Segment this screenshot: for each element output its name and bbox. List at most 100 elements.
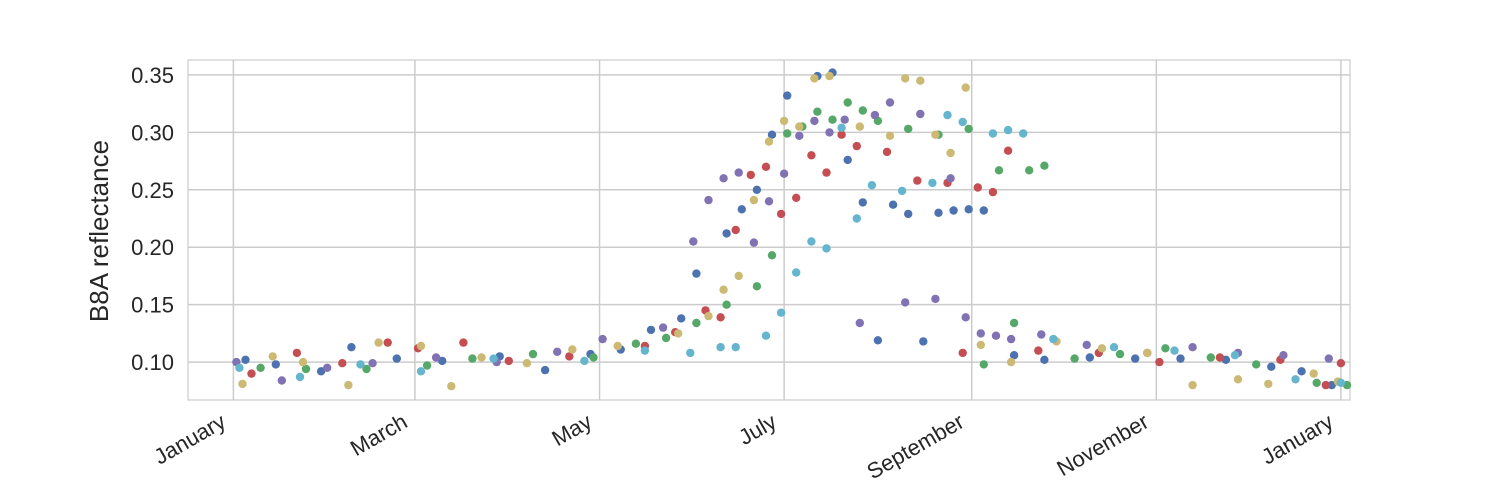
- data-point: [722, 229, 731, 238]
- data-point: [764, 197, 774, 206]
- data-point: [776, 209, 786, 219]
- data-point: [825, 128, 834, 137]
- data-point: [1324, 354, 1334, 363]
- data-point: [459, 338, 468, 347]
- data-point: [1215, 353, 1225, 362]
- data-point: [1082, 340, 1091, 350]
- data-point: [522, 359, 532, 368]
- data-point: [779, 169, 789, 178]
- data-point: [256, 363, 265, 372]
- data-point: [553, 347, 562, 356]
- y-tick-labels: 0.10 0.15 0.20 0.25 0.30 0.35: [131, 63, 174, 375]
- data-point: [1312, 378, 1321, 387]
- data-point: [241, 355, 250, 364]
- y-tick-label: 0.15: [131, 293, 174, 318]
- data-point: [767, 130, 777, 139]
- data-point: [734, 168, 743, 177]
- data-point: [716, 343, 725, 352]
- data-point: [958, 348, 967, 358]
- data-point: [958, 117, 967, 127]
- x-tick-label: March: [346, 409, 411, 461]
- data-point: [344, 380, 353, 390]
- data-point: [901, 74, 910, 83]
- data-point: [961, 313, 970, 322]
- data-point: [1176, 354, 1185, 363]
- data-point: [867, 181, 877, 190]
- data-point: [731, 225, 740, 235]
- y-tick-label: 0.25: [131, 178, 174, 203]
- data-point: [1131, 354, 1140, 363]
- grid-lines: [188, 60, 1350, 400]
- data-point: [268, 352, 277, 361]
- data-point: [858, 106, 867, 115]
- data-point: [746, 170, 755, 180]
- data-point: [904, 124, 913, 134]
- data-point: [1279, 351, 1288, 360]
- data-point: [1264, 379, 1273, 389]
- x-tick-label: January: [1257, 409, 1337, 470]
- data-point: [991, 331, 1001, 340]
- data-point: [580, 356, 589, 366]
- data-point: [613, 341, 622, 351]
- data-point: [749, 195, 759, 205]
- data-point: [1034, 346, 1043, 355]
- data-point: [843, 98, 852, 107]
- data-point: [356, 360, 365, 369]
- data-point: [686, 348, 695, 358]
- data-point: [1170, 346, 1179, 355]
- data-point: [843, 155, 852, 165]
- data-point: [438, 356, 447, 366]
- y-axis-title: B8A reflectance: [84, 140, 114, 322]
- data-point: [374, 338, 383, 347]
- data-point: [416, 341, 426, 351]
- data-point: [568, 345, 577, 354]
- data-point: [764, 137, 774, 146]
- data-point: [447, 382, 456, 391]
- data-point: [295, 372, 305, 382]
- data-point: [979, 360, 988, 369]
- data-point: [565, 352, 574, 361]
- data-point: [1009, 351, 1019, 360]
- data-point: [919, 337, 928, 346]
- data-point: [323, 363, 332, 372]
- data-point: [783, 129, 792, 138]
- data-point: [416, 367, 426, 376]
- data-point: [271, 360, 280, 369]
- data-point: [752, 282, 762, 291]
- data-point: [976, 340, 985, 350]
- x-tick-label: July: [734, 409, 780, 450]
- data-point: [1161, 344, 1170, 353]
- data-point: [1070, 354, 1079, 363]
- data-point: [646, 325, 656, 335]
- data-point: [767, 251, 777, 260]
- data-point: [347, 343, 356, 352]
- data-point: [976, 329, 985, 338]
- data-point: [810, 116, 819, 126]
- data-point: [837, 123, 846, 132]
- data-point: [1252, 360, 1261, 369]
- data-point: [1037, 330, 1046, 339]
- data-point: [368, 359, 377, 368]
- data-point: [674, 329, 683, 338]
- data-point: [1006, 334, 1016, 344]
- data-point: [1297, 367, 1306, 376]
- data-point: [888, 200, 898, 209]
- data-point: [795, 131, 804, 140]
- data-point: [1006, 357, 1016, 367]
- data-point: [716, 313, 725, 322]
- data-point: [477, 353, 486, 362]
- data-point: [882, 147, 892, 157]
- data-point: [928, 178, 937, 188]
- data-point: [422, 361, 432, 370]
- data-point: [692, 318, 701, 328]
- data-point: [964, 124, 973, 134]
- data-point: [431, 353, 441, 362]
- data-point: [822, 244, 831, 253]
- data-point: [540, 365, 550, 375]
- data-point: [792, 193, 801, 202]
- data-point: [1321, 380, 1331, 390]
- data-point: [1155, 357, 1164, 367]
- data-point: [677, 314, 686, 323]
- x-tick-label: May: [548, 409, 596, 451]
- data-point: [885, 98, 895, 107]
